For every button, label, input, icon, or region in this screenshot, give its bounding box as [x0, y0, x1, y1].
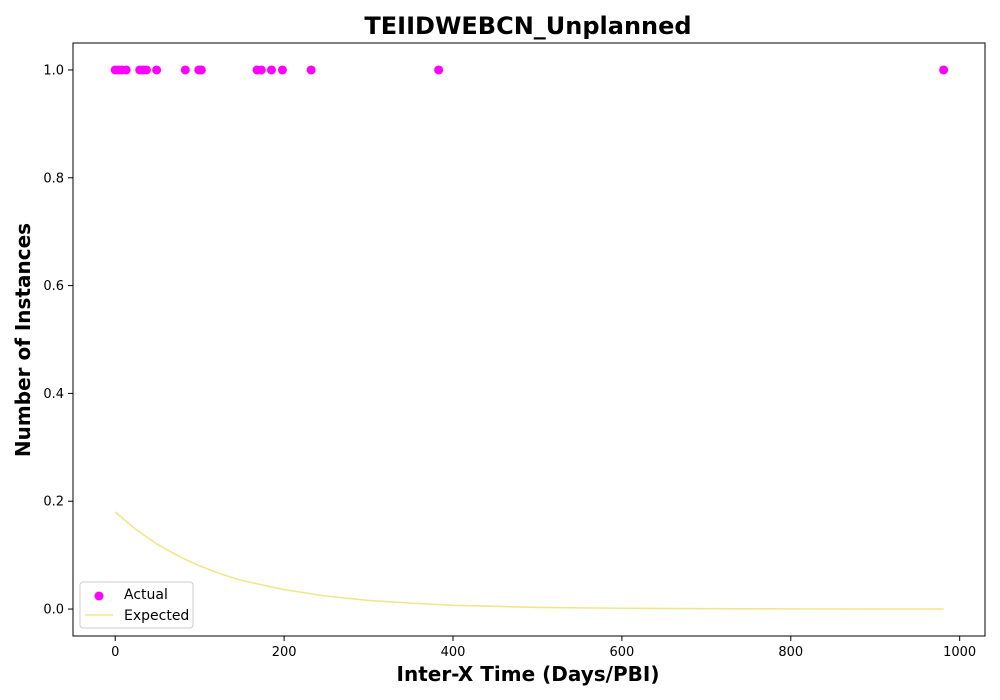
- y-tick-label: 0.0: [43, 603, 64, 618]
- actual-point: [180, 65, 190, 75]
- legend: Actual Expected: [79, 581, 194, 629]
- y-axis-label: Number of Instances: [11, 223, 35, 457]
- x-tick-label: 400: [441, 645, 466, 660]
- actual-point: [256, 65, 266, 75]
- x-axis-label: Inter-X Time (Days/PBI): [397, 662, 660, 686]
- legend-expected-label: Expected: [124, 608, 189, 624]
- plot-area: [72, 42, 986, 637]
- actual-point: [152, 65, 162, 75]
- actual-point: [434, 65, 444, 75]
- actual-point: [277, 65, 287, 75]
- actual-point: [266, 65, 276, 75]
- y-tick-label: 0.2: [43, 495, 64, 510]
- actual-point: [141, 65, 151, 75]
- actual-point: [939, 65, 949, 75]
- legend-actual-marker: [94, 591, 104, 601]
- y-tick-label: 0.8: [43, 171, 64, 186]
- chart-title: TEIIDWEBCN_Unplanned: [364, 12, 691, 40]
- y-tick-label: 0.4: [43, 387, 64, 402]
- x-axis: 0 200 400 600 800 1000: [111, 636, 976, 660]
- x-tick-label: 800: [778, 645, 803, 660]
- actual-point: [306, 65, 316, 75]
- y-tick-label: 1.0: [43, 63, 64, 78]
- actual-point: [121, 65, 131, 75]
- y-axis: 0.0 0.2 0.4 0.6 0.8 1.0: [43, 63, 73, 618]
- x-tick-label: 200: [272, 645, 297, 660]
- expected-line: [114, 511, 944, 610]
- plot-frame: [72, 42, 986, 637]
- legend-box: [79, 581, 194, 629]
- y-tick-label: 0.6: [43, 279, 64, 294]
- x-tick-label: 1000: [943, 645, 976, 660]
- actual-point: [196, 65, 206, 75]
- x-tick-label: 600: [609, 645, 634, 660]
- series-layer: [110, 65, 949, 610]
- x-tick-label: 0: [111, 645, 119, 660]
- legend-actual-label: Actual: [124, 587, 168, 603]
